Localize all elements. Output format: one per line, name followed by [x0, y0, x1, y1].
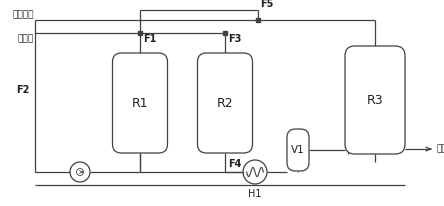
Text: R1: R1	[132, 96, 148, 110]
Text: R3: R3	[367, 94, 383, 107]
Text: F4: F4	[228, 159, 241, 169]
FancyBboxPatch shape	[112, 53, 167, 153]
Text: V1: V1	[291, 145, 305, 155]
Text: F5: F5	[260, 0, 274, 9]
Text: F1: F1	[143, 34, 156, 44]
Text: F3: F3	[228, 34, 242, 44]
FancyBboxPatch shape	[345, 46, 405, 154]
FancyBboxPatch shape	[198, 53, 253, 153]
Text: R2: R2	[217, 96, 233, 110]
Text: 二氧化碳: 二氧化碳	[12, 10, 34, 19]
Text: H1: H1	[248, 189, 262, 199]
Text: 去后续工艺: 去后续工艺	[436, 144, 444, 153]
Text: F2: F2	[16, 85, 29, 95]
Text: 焦炉气: 焦炉气	[18, 34, 34, 43]
FancyBboxPatch shape	[287, 129, 309, 171]
